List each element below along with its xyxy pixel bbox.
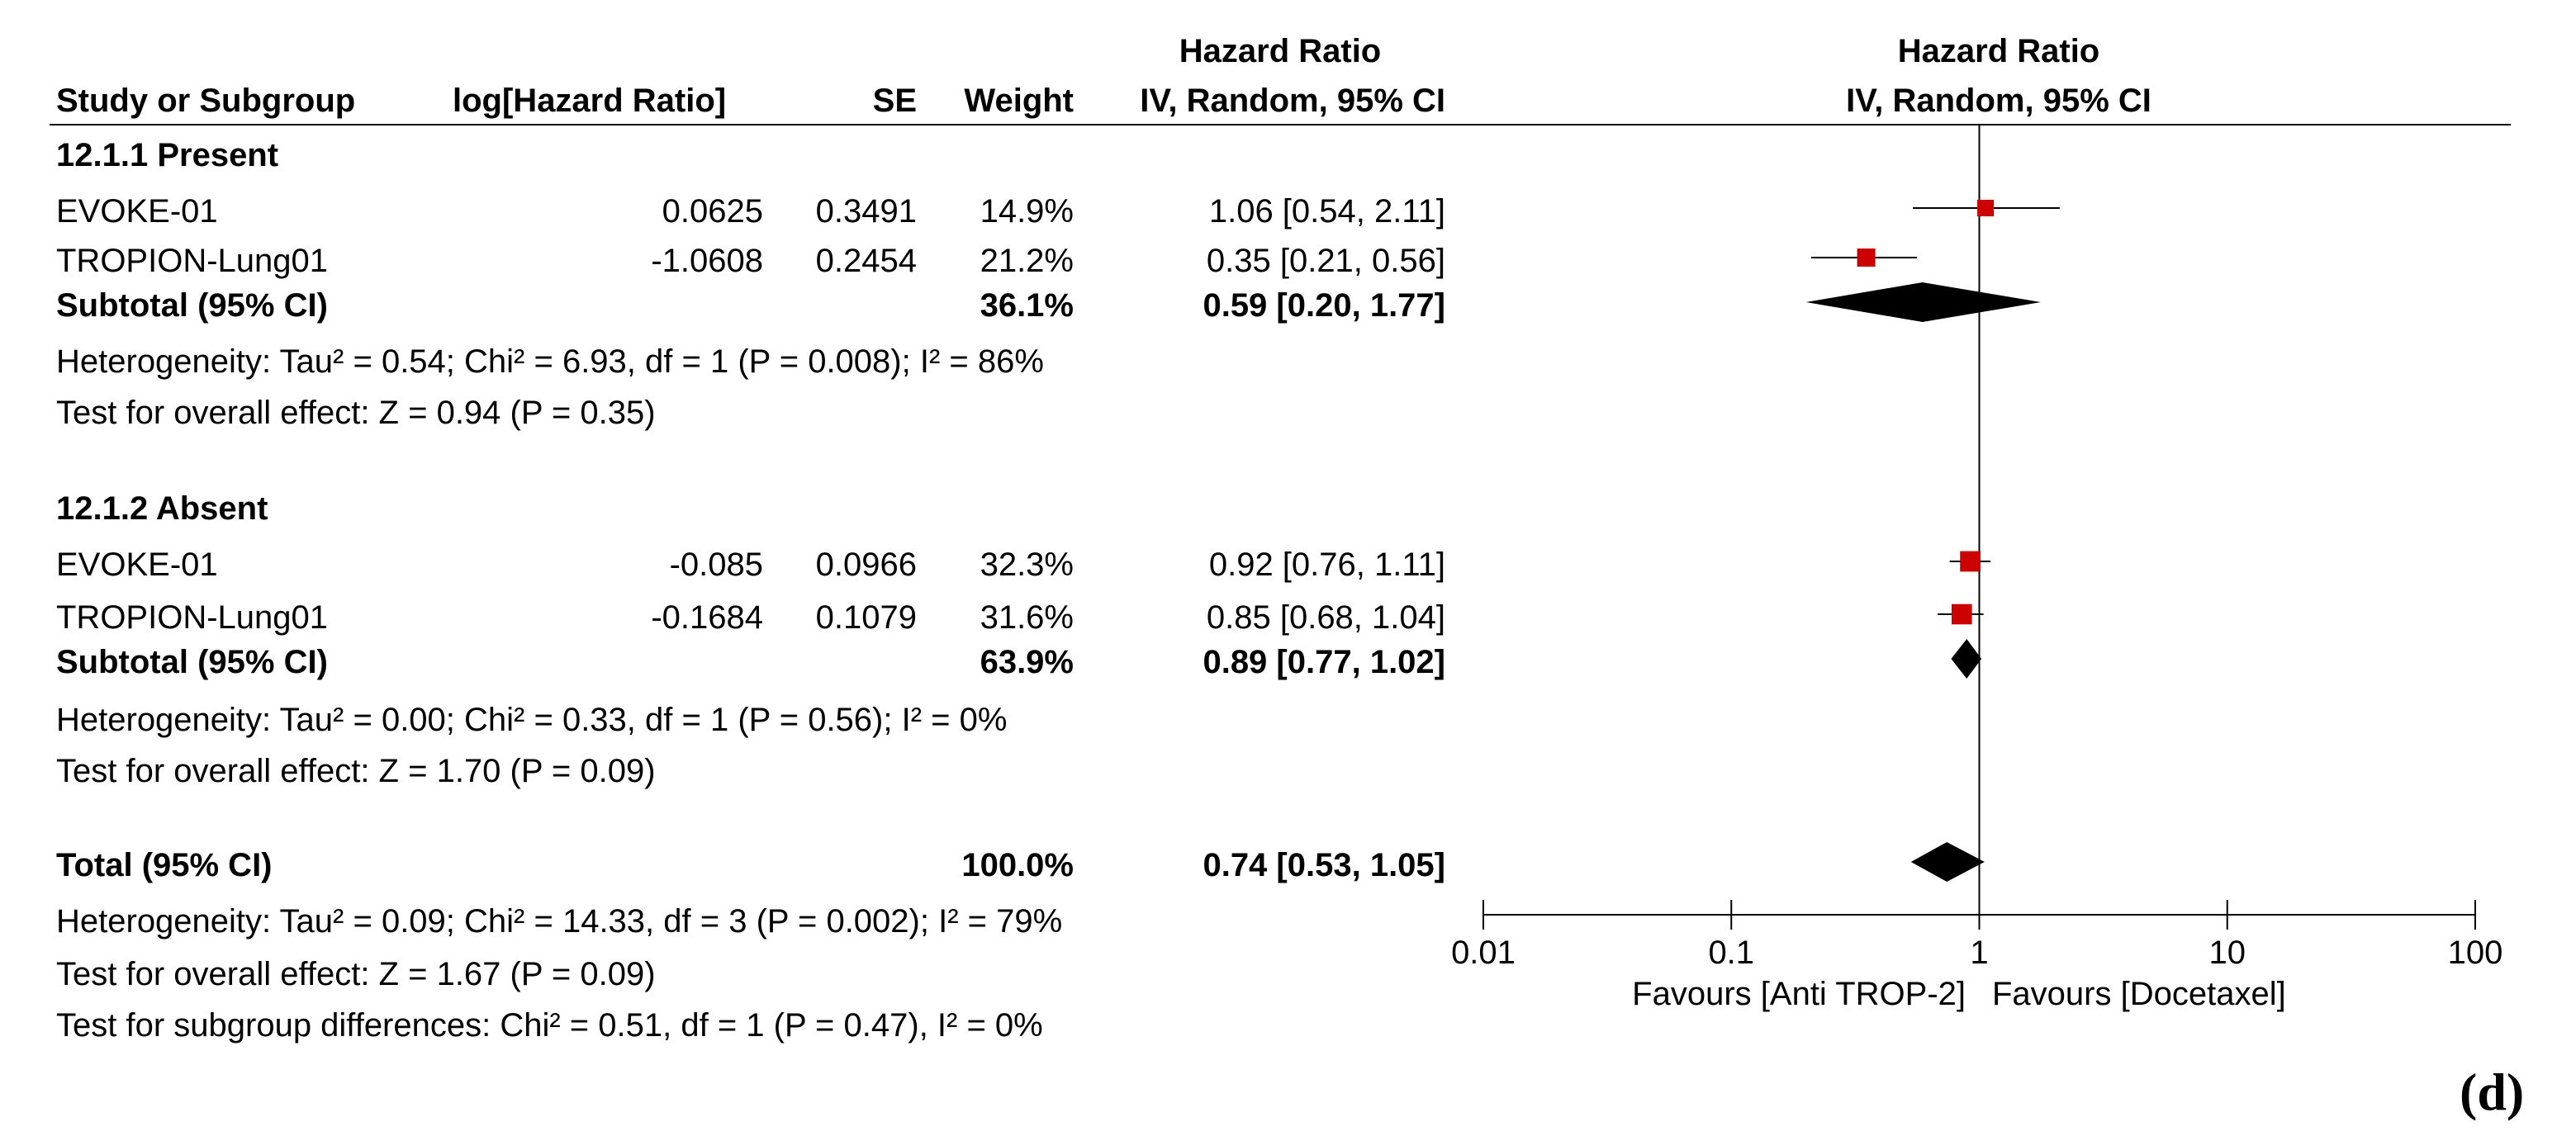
total-weight: 100.0% <box>961 847 1074 883</box>
plot-title: Hazard Ratio <box>1897 33 2100 69</box>
study-ci: 0.35 [0.21, 0.56] <box>1206 243 1445 279</box>
col-header-weight: Weight <box>964 83 1074 119</box>
x-tick-label: 10 <box>2208 935 2246 971</box>
hr-column-title: Hazard Ratio <box>1179 33 1382 69</box>
study-ci: 0.92 [0.76, 1.11] <box>1208 547 1445 583</box>
study-marker <box>1977 199 1995 217</box>
subtotal-ci: 0.89 [0.77, 1.02] <box>1203 644 1445 680</box>
favours-right-label: Favours [Docetaxel] <box>1992 976 2286 1012</box>
col-header-study: Study or Subgroup <box>56 83 356 119</box>
study-se: 0.3491 <box>815 193 917 230</box>
x-tick-label: 0.1 <box>1708 935 1755 971</box>
subtotal-weight: 63.9% <box>980 644 1074 680</box>
subtotal-label: Subtotal (95% CI) <box>56 287 328 324</box>
col-header-hr-method: IV, Random, 95% CI <box>1140 83 1445 119</box>
subtotal-diamond <box>1951 639 1982 679</box>
study-weight: 32.3% <box>980 547 1074 583</box>
study-name: TROPION-Lung01 <box>56 599 329 636</box>
study-weight: 21.2% <box>980 243 1074 279</box>
subtotal-label: Subtotal (95% CI) <box>56 644 328 680</box>
study-log-hr: -0.085 <box>669 547 763 583</box>
study-se: 0.2454 <box>815 243 917 279</box>
col-header-se: SE <box>872 83 917 119</box>
study-marker <box>1857 248 1876 267</box>
total-diamond <box>1910 842 1985 882</box>
study-ci: 1.06 [0.54, 2.11] <box>1208 193 1445 230</box>
subgroup-title: 12.1.1 Present <box>56 137 279 173</box>
study-se: 0.1079 <box>815 599 917 636</box>
subtotal-ci: 0.59 [0.20, 1.77] <box>1203 287 1445 324</box>
study-name: TROPION-Lung01 <box>56 243 329 279</box>
study-se: 0.0966 <box>815 547 917 583</box>
study-marker <box>1960 551 1981 572</box>
overall-effect-text: Test for overall effect: Z = 1.70 (P = 0… <box>56 753 656 789</box>
subgroup-differences-text: Test for subgroup differences: Chi² = 0.… <box>56 1007 1043 1044</box>
total-label: Total (95% CI) <box>56 847 273 883</box>
header-rule <box>50 124 2511 125</box>
study-log-hr: 0.0625 <box>662 193 763 230</box>
subgroup-title: 12.1.2 Absent <box>56 490 268 527</box>
heterogeneity-text: Heterogeneity: Tau² = 0.54; Chi² = 6.93,… <box>56 343 1044 380</box>
favours-left-label: Favours [Anti TROP-2] <box>1632 976 1966 1012</box>
col-header-log-hr: log[Hazard Ratio] <box>453 83 727 119</box>
plot-method: IV, Random, 95% CI <box>1846 83 2151 119</box>
total-heterogeneity-text: Heterogeneity: Tau² = 0.09; Chi² = 14.33… <box>56 903 1063 940</box>
overall-effect-text: Test for overall effect: Z = 0.94 (P = 0… <box>56 395 656 431</box>
x-tick-label: 1 <box>1970 935 1989 971</box>
subtotal-diamond <box>1805 282 2041 322</box>
study-name: EVOKE-01 <box>56 547 218 583</box>
panel-label: (d) <box>2460 1063 2525 1121</box>
heterogeneity-text: Heterogeneity: Tau² = 0.00; Chi² = 0.33,… <box>56 702 1008 738</box>
x-tick-label: 100 <box>2447 935 2503 971</box>
study-marker <box>1952 604 1972 625</box>
study-log-hr: -0.1684 <box>651 599 763 636</box>
study-name: EVOKE-01 <box>56 193 218 230</box>
total-ci: 0.74 [0.53, 1.05] <box>1203 847 1445 883</box>
study-log-hr: -1.0608 <box>651 243 763 279</box>
total-overall-effect-text: Test for overall effect: Z = 1.67 (P = 0… <box>56 956 656 992</box>
study-ci: 0.85 [0.68, 1.04] <box>1206 599 1445 636</box>
study-weight: 31.6% <box>980 599 1074 636</box>
subtotal-weight: 36.1% <box>980 287 1074 324</box>
study-weight: 14.9% <box>980 193 1074 230</box>
x-tick-label: 0.01 <box>1451 935 1516 971</box>
